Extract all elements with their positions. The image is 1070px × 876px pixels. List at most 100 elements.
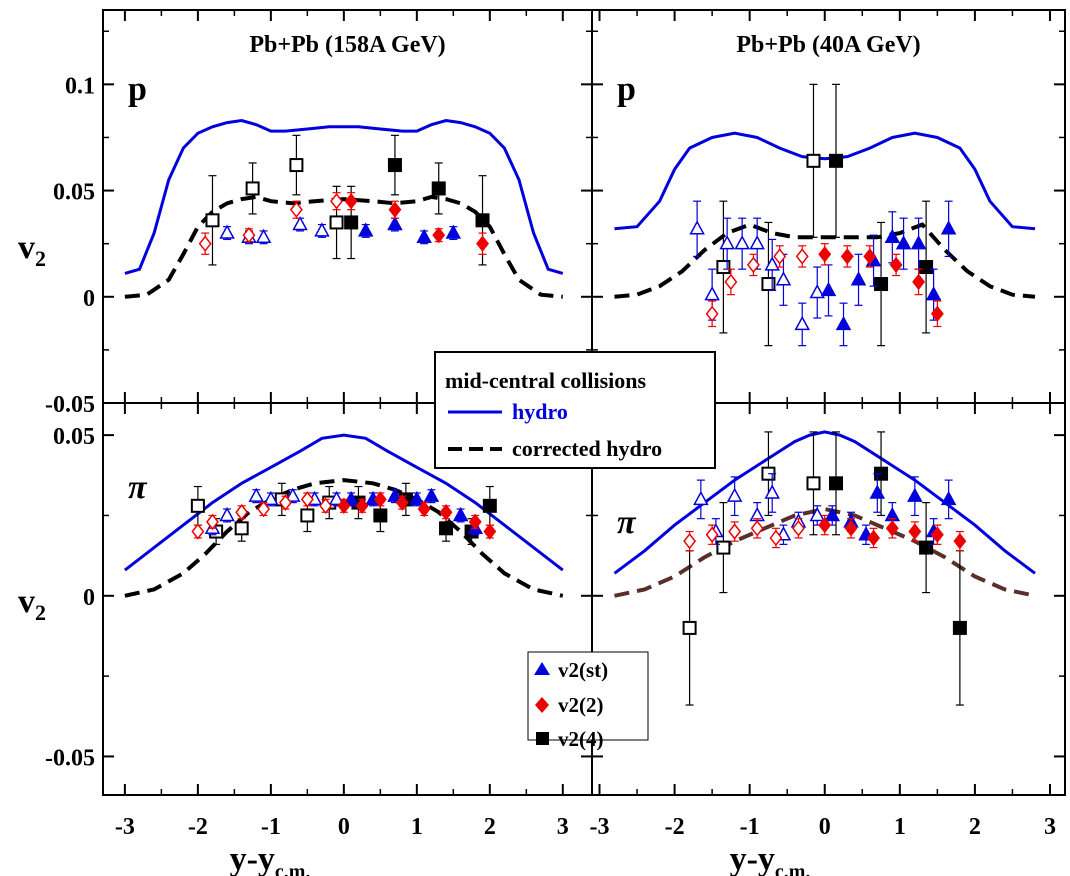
- line-legend: mid-central collisions hydro corrected h…: [434, 351, 716, 469]
- v2two-point: [908, 523, 922, 540]
- x-tick-label: -2: [188, 814, 208, 840]
- x-tick-label: -1: [261, 814, 281, 840]
- x-axis-title-right: y-yc.m.: [730, 841, 811, 876]
- x-tick-label: -3: [590, 814, 610, 840]
- v2four-point: [329, 215, 344, 230]
- panel-proton-40: p Pb+Pb (40A GeV): [591, 9, 1066, 404]
- x-tick-label: 3: [557, 814, 569, 840]
- v2four-point: [919, 540, 934, 555]
- v2four-point: [482, 498, 497, 513]
- v2st-point: [285, 487, 301, 502]
- v2st-point: [835, 315, 852, 331]
- v2two-point: [885, 520, 899, 537]
- v2st-point: [387, 487, 403, 502]
- v2four-point: [919, 260, 934, 275]
- v2st-point: [343, 490, 359, 506]
- v2two-point: [683, 532, 697, 550]
- v2two-point: [432, 226, 446, 244]
- v2st-point: [726, 487, 743, 502]
- corrected-hydro-curve: [614, 222, 1036, 299]
- v2two-point: [930, 526, 944, 543]
- x-tick-label: 2: [484, 814, 496, 840]
- v2two-point: [705, 305, 719, 322]
- v2two-point: [191, 523, 205, 540]
- legend-v2two-label: v2(2): [558, 693, 604, 717]
- v2st-point: [423, 487, 440, 502]
- v2st-point: [328, 490, 345, 506]
- v2four-point: [829, 153, 844, 168]
- panel-frame: [591, 402, 1066, 796]
- v2four-point: [439, 521, 454, 536]
- marker-legend: v2(st) v2(2) v2(4): [527, 651, 649, 751]
- v2st-point: [809, 506, 825, 522]
- legend-v2st-label: v2(st): [558, 658, 608, 682]
- v2two-point: [795, 248, 809, 265]
- v2four-point: [475, 213, 490, 228]
- v2st-point: [884, 228, 901, 244]
- v2st-point: [248, 487, 265, 502]
- y-tick-label: 0: [83, 286, 95, 312]
- v2st-point: [719, 235, 735, 250]
- v2four-point: [806, 153, 821, 168]
- v2two-point: [746, 256, 760, 274]
- v2two-point: [289, 201, 303, 218]
- v2two-point: [930, 305, 944, 322]
- v2two-point: [953, 532, 967, 550]
- v2two-point: [863, 248, 877, 265]
- v2four-point: [716, 260, 731, 275]
- x-tick-label: 3: [1044, 814, 1056, 840]
- v2four-point: [806, 476, 821, 491]
- v2two-point: [319, 497, 333, 515]
- y-axis-title-bottom: v2: [18, 583, 46, 625]
- panel-pion-158: -3 -2 -1 0 1 2 3 -0.05 0 0.05 π: [45, 402, 593, 840]
- hydro-curve: [614, 131, 1036, 231]
- v2four-point: [344, 215, 359, 230]
- v2two-point: [206, 513, 219, 531]
- y-tick-label: 0.1: [65, 73, 95, 99]
- corrected-hydro-curve: [124, 478, 564, 598]
- v2st-point: [764, 256, 780, 271]
- corrected-hydro-curve: [614, 506, 1036, 598]
- x-tick-label: -2: [665, 814, 685, 840]
- v2two-point: [840, 248, 854, 265]
- y-tick-label: 0.05: [53, 180, 95, 206]
- v2two-point: [468, 513, 482, 531]
- v2st-point: [940, 220, 957, 235]
- v2st-point: [693, 490, 709, 506]
- v2four-point: [205, 213, 220, 228]
- v2four-point: [829, 476, 844, 491]
- v2two-point: [395, 494, 409, 511]
- v2st-point: [824, 506, 841, 522]
- legend-v2four-marker: [536, 732, 549, 745]
- v2st-point: [387, 215, 403, 231]
- v2two-point: [476, 235, 489, 252]
- v2four-point: [387, 158, 402, 173]
- panel-frame: [102, 9, 593, 404]
- y-axis-title-top: v2: [18, 229, 46, 271]
- v2two-point: [912, 273, 926, 291]
- v2two-point: [439, 504, 453, 521]
- v2st-point: [357, 222, 374, 237]
- x-axis-title-left: y-yc.m.: [230, 841, 311, 876]
- v2two-point: [818, 516, 832, 534]
- v2st-point: [764, 484, 780, 499]
- v2st-point: [445, 224, 462, 239]
- panel-proton-158: -0.05 0 0.05 0.1 p Pb+Pb (158A GeV): [45, 9, 593, 418]
- v2two-point: [818, 246, 832, 263]
- v2two-point: [337, 497, 351, 515]
- v2two-point: [844, 520, 858, 537]
- legend-v2st-marker: [534, 662, 550, 675]
- v2two-point: [417, 500, 431, 518]
- marker-legend-box: [527, 651, 649, 741]
- v2four-point: [289, 158, 304, 173]
- legend-title: mid-central collisions: [445, 368, 646, 393]
- v2two-point: [889, 256, 903, 274]
- v2st-point: [749, 235, 765, 250]
- v2st-point: [292, 215, 308, 231]
- v2st-point: [452, 506, 469, 522]
- v2st-point: [940, 490, 957, 506]
- v2two-point: [773, 248, 787, 265]
- v2four-point: [682, 620, 697, 635]
- y-tick-label: -0.05: [45, 392, 95, 418]
